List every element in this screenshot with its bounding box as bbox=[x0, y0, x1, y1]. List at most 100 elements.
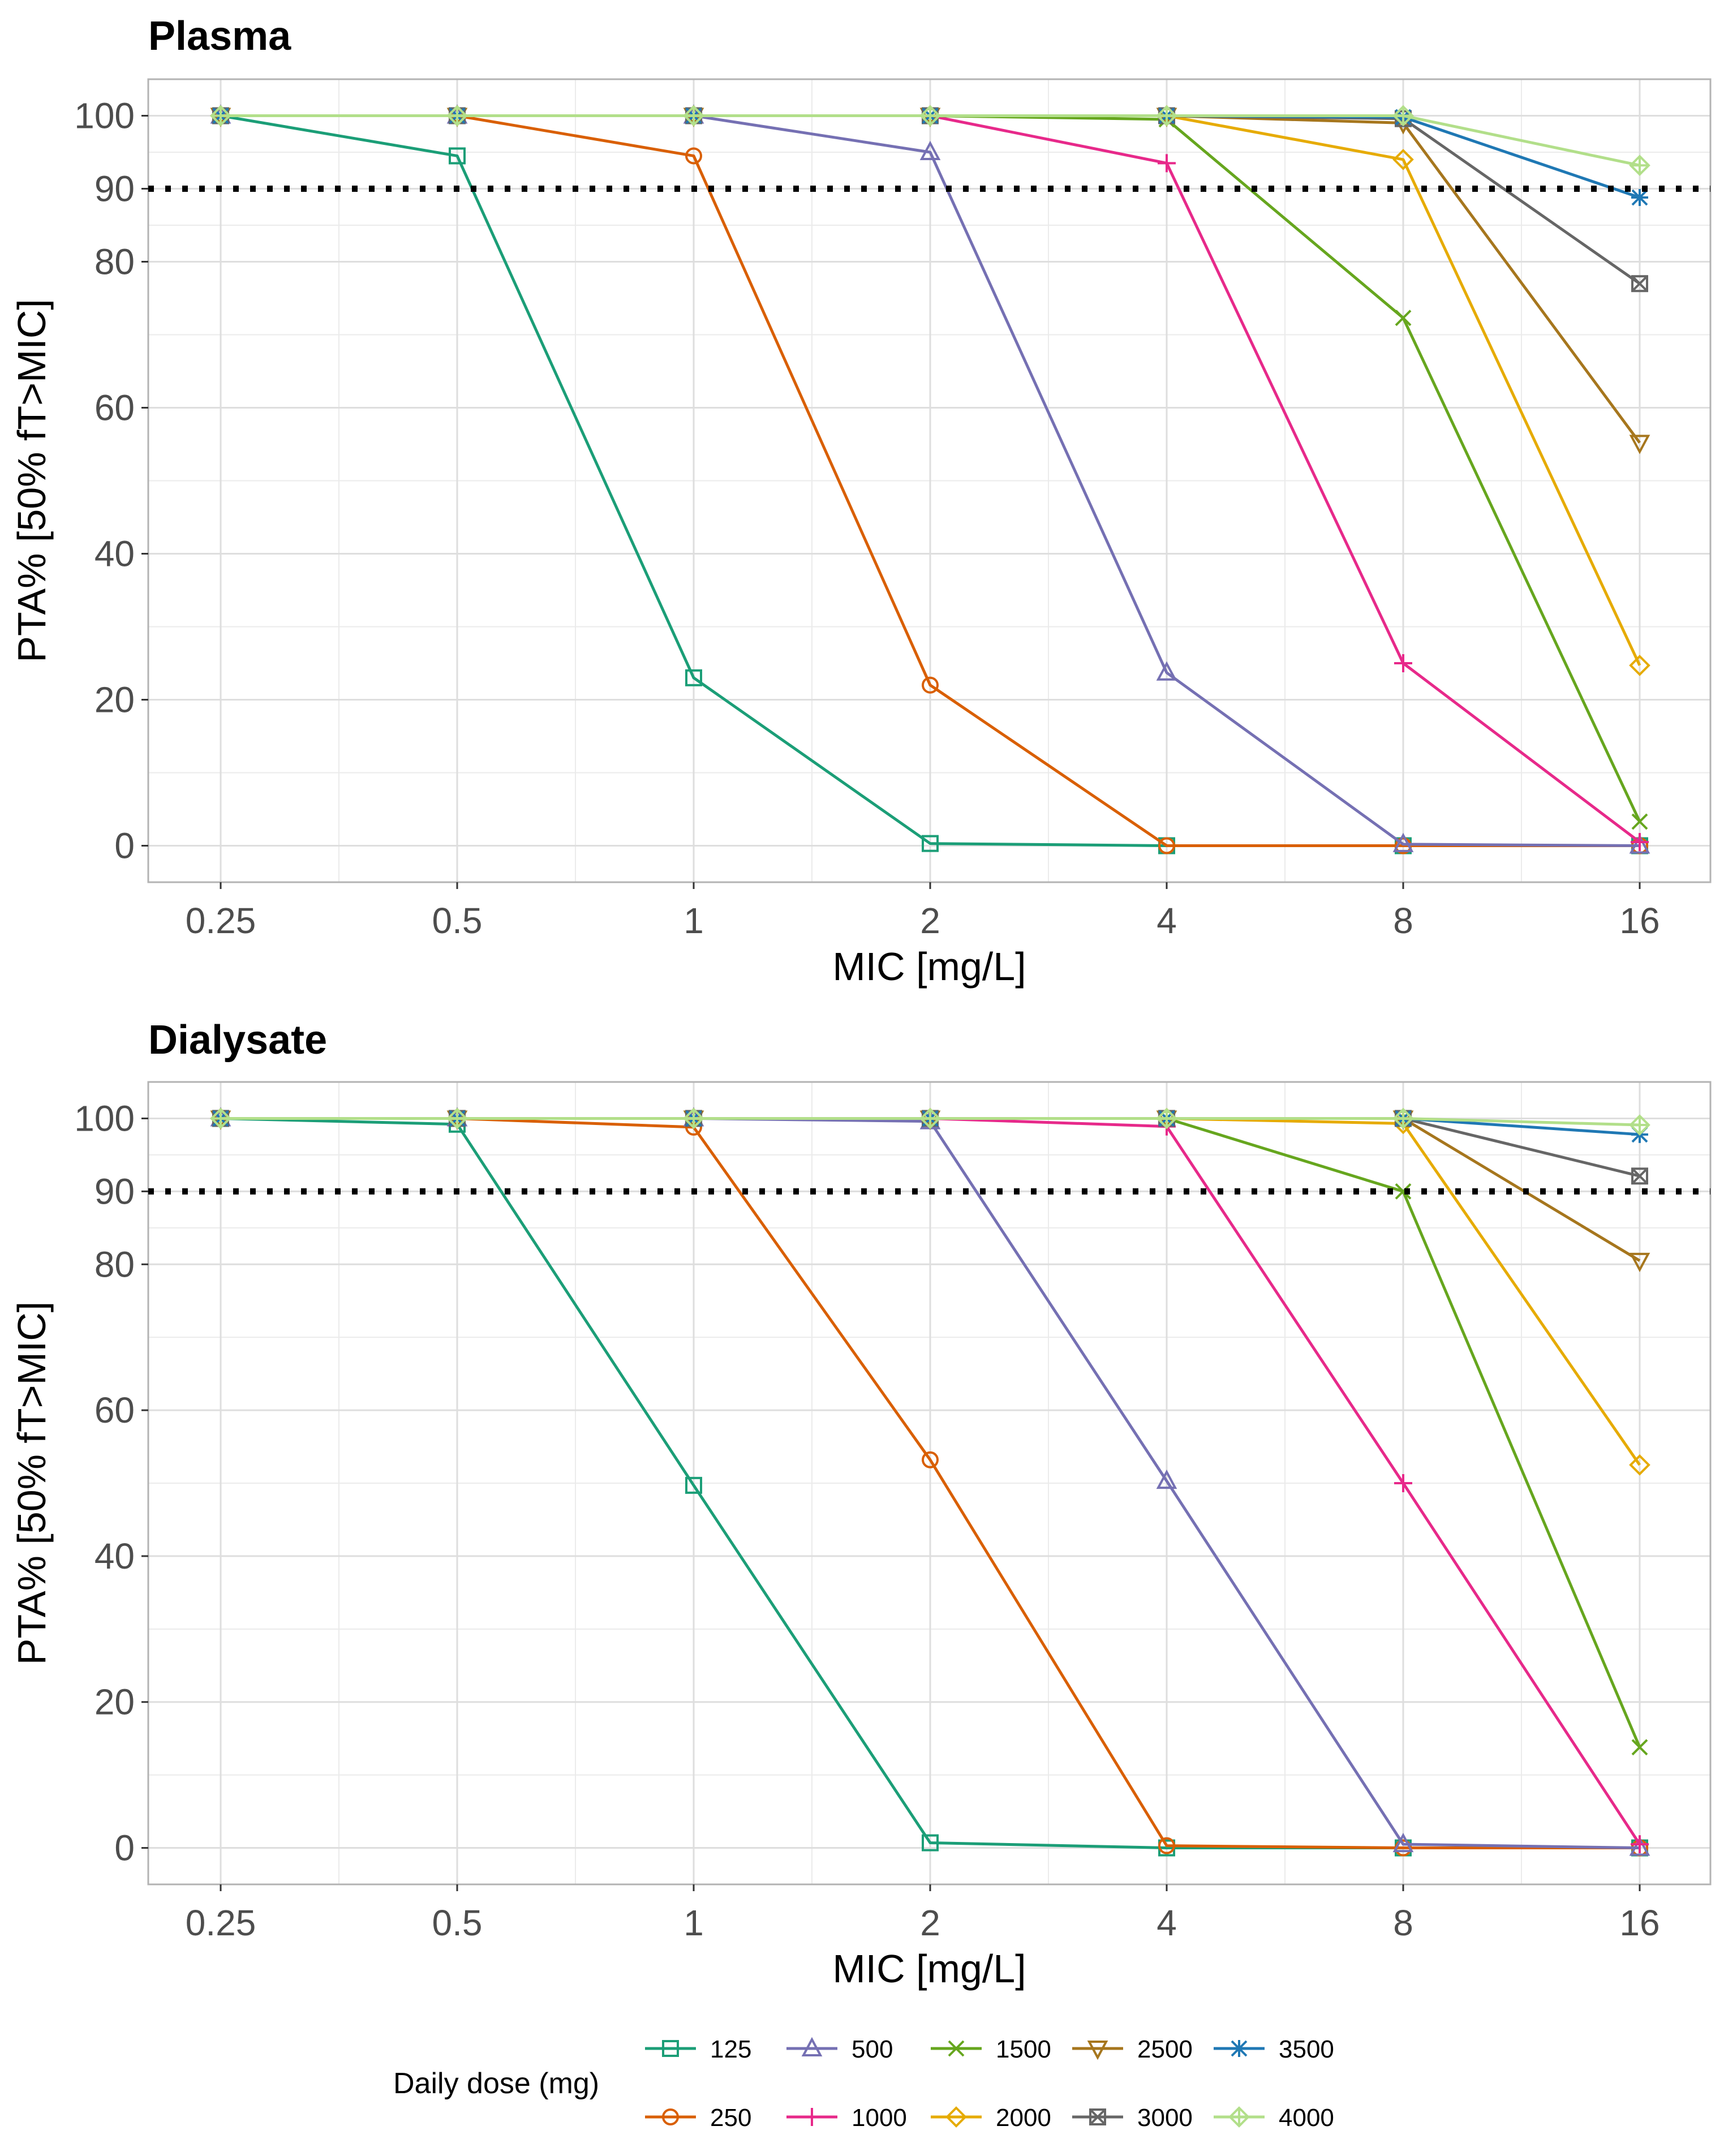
data-point-125 bbox=[685, 1476, 702, 1494]
gridlines bbox=[148, 79, 1710, 882]
data-point-4000 bbox=[683, 1107, 704, 1129]
data-point-4000 bbox=[446, 105, 468, 127]
legend-label: 500 bbox=[852, 2035, 893, 2063]
legend-item-125: 125 bbox=[645, 2035, 751, 2063]
data-point-500 bbox=[1392, 1832, 1414, 1853]
data-point-3000 bbox=[1631, 275, 1648, 293]
data-point-1500 bbox=[1395, 310, 1412, 327]
legend-label: 1000 bbox=[852, 2104, 907, 2132]
data-point-1500 bbox=[1631, 813, 1648, 830]
x-tick-label: 8 bbox=[1393, 1902, 1413, 1943]
data-point-125 bbox=[922, 835, 939, 852]
legend-item-3500: 3500 bbox=[1214, 2035, 1334, 2063]
legend-label: 3000 bbox=[1137, 2104, 1193, 2132]
data-point-500 bbox=[1156, 1469, 1177, 1489]
data-point-250 bbox=[1158, 1837, 1175, 1854]
legend: Daily dose (mg) 125 250 500 1000 1500 2000 2500… bbox=[393, 2035, 1334, 2132]
legend-key-marker bbox=[801, 2037, 823, 2056]
data-point-2500 bbox=[1629, 435, 1650, 454]
data-point-125 bbox=[449, 147, 466, 165]
data-point-4000 bbox=[210, 105, 231, 127]
y-tick-label: 90 bbox=[94, 1171, 135, 1212]
data-point-4000 bbox=[919, 105, 941, 127]
data-point-4000 bbox=[1156, 105, 1177, 127]
legend-key-marker bbox=[945, 2106, 967, 2128]
legend-label: 4000 bbox=[1279, 2104, 1334, 2132]
x-tick-label: 16 bbox=[1619, 900, 1659, 941]
data-point-4000 bbox=[446, 1107, 468, 1129]
data-point-500 bbox=[1629, 834, 1650, 854]
x-tick-label: 16 bbox=[1619, 1902, 1659, 1943]
legend-key-marker bbox=[948, 2040, 965, 2057]
y-tick-label: 90 bbox=[94, 169, 135, 209]
x-tick-label: 1 bbox=[683, 1902, 704, 1943]
x-tick-label: 4 bbox=[1157, 1902, 1177, 1943]
x-axis-title: MIC [mg/L] bbox=[832, 944, 1026, 989]
data-point-3000 bbox=[1631, 1167, 1648, 1185]
data-point-4000 bbox=[1629, 1114, 1650, 1136]
x-tick-label: 2 bbox=[920, 1902, 940, 1943]
legend-item-2500: 2500 bbox=[1072, 2035, 1193, 2063]
legend-key-marker bbox=[1228, 2106, 1250, 2128]
legend-label: 1500 bbox=[996, 2035, 1051, 2063]
legend-key-marker bbox=[662, 2040, 679, 2057]
y-tick-label: 0 bbox=[114, 826, 135, 866]
data-point-500 bbox=[919, 140, 941, 160]
data-point-2500 bbox=[1629, 1252, 1650, 1273]
x-tick-label: 4 bbox=[1157, 900, 1177, 941]
data-point-2000 bbox=[1629, 655, 1650, 676]
data-point-500 bbox=[1629, 1836, 1650, 1856]
data-point-2000 bbox=[1629, 1454, 1650, 1476]
x-tick-label: 0.5 bbox=[432, 900, 483, 941]
data-point-2000 bbox=[1392, 149, 1414, 170]
data-point-4000 bbox=[210, 1107, 231, 1129]
legend-item-250: 250 bbox=[645, 2104, 751, 2132]
legend-item-1000: 1000 bbox=[786, 2104, 907, 2132]
x-tick-label: 0.25 bbox=[186, 900, 256, 941]
y-tick-label: 80 bbox=[94, 242, 135, 282]
y-tick-label: 100 bbox=[74, 1098, 135, 1139]
legend-item-500: 500 bbox=[786, 2035, 893, 2063]
x-tick-label: 2 bbox=[920, 900, 940, 941]
y-tick-label: 80 bbox=[94, 1244, 135, 1285]
data-point-4000 bbox=[683, 105, 704, 127]
x-tick-label: 0.5 bbox=[432, 1902, 483, 1943]
data-point-4000 bbox=[919, 1107, 941, 1129]
y-tick-label: 100 bbox=[74, 96, 135, 136]
legend-key-marker bbox=[662, 2108, 679, 2125]
legend-label: 2500 bbox=[1137, 2035, 1193, 2063]
y-tick-label: 60 bbox=[94, 1390, 135, 1431]
panel-dialysate: Dialysate 0 20 40 60 80 90 100 0.25 0.5 1 2 4 8 16 MIC … bbox=[10, 1017, 1712, 1991]
legend-key-marker bbox=[1231, 2040, 1248, 2057]
gridlines bbox=[148, 1082, 1710, 1884]
data-point-4000 bbox=[1156, 1107, 1177, 1129]
series-4000 bbox=[210, 105, 1650, 177]
x-tick-label: 8 bbox=[1393, 900, 1413, 941]
legend-item-4000: 4000 bbox=[1214, 2104, 1334, 2132]
panel-title: Dialysate bbox=[148, 1017, 327, 1063]
data-point-250 bbox=[922, 1451, 939, 1468]
data-point-1500 bbox=[1395, 1183, 1412, 1200]
panel-plasma: Plasma 0 20 40 60 80 90 100 0.25 0.5 1 2 4 8 16 MIC [mg… bbox=[10, 14, 1712, 989]
y-tick-label: 20 bbox=[94, 680, 135, 720]
x-axis-title: MIC [mg/L] bbox=[832, 1947, 1026, 1991]
data-point-1000 bbox=[1394, 1474, 1412, 1492]
data-point-250 bbox=[922, 676, 939, 694]
panel-title: Plasma bbox=[148, 14, 291, 59]
data-point-1000 bbox=[1631, 1835, 1649, 1854]
legend-label: 250 bbox=[710, 2104, 751, 2132]
y-tick-label: 0 bbox=[114, 1828, 135, 1869]
data-point-250 bbox=[685, 147, 702, 165]
y-axis-title: PTA% [50% fT>MIC] bbox=[10, 1302, 54, 1665]
legend-item-2000: 2000 bbox=[931, 2104, 1051, 2132]
legend-key-marker bbox=[1087, 2041, 1108, 2060]
legend-label: 3500 bbox=[1279, 2035, 1334, 2063]
y-axis-title: PTA% [50% fT>MIC] bbox=[10, 299, 54, 662]
data-point-3500 bbox=[1631, 188, 1648, 206]
x-tick-label: 0.25 bbox=[186, 1902, 256, 1943]
data-point-500 bbox=[1392, 832, 1414, 852]
legend-label: 2000 bbox=[996, 2104, 1051, 2132]
legend-title: Daily dose (mg) bbox=[393, 2067, 599, 2100]
